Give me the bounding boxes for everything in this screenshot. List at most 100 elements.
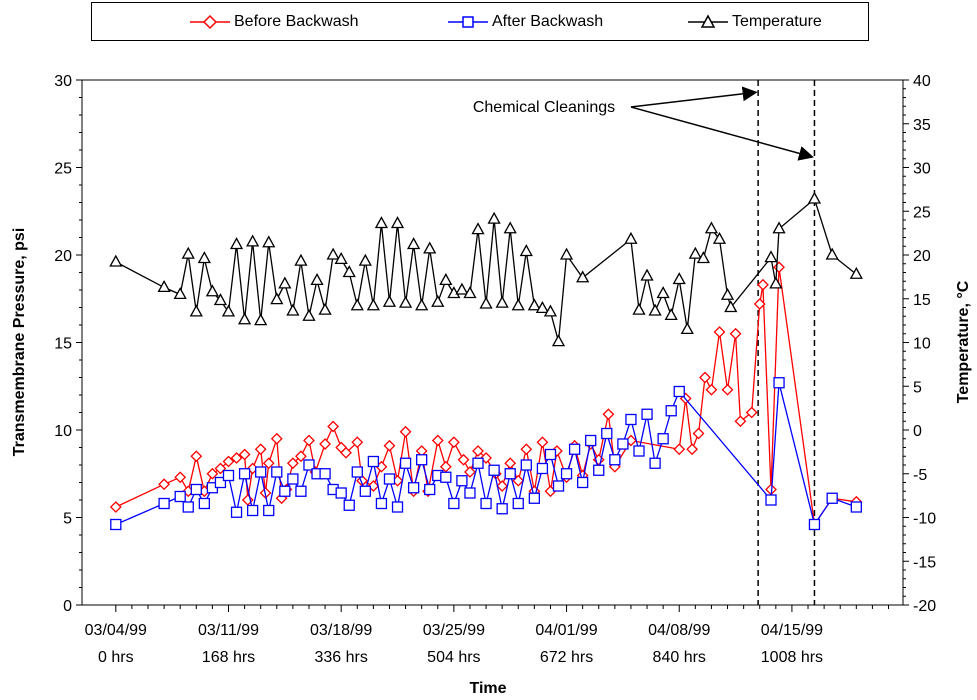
data-point (633, 445, 645, 457)
data-point (214, 476, 227, 489)
data-point (303, 434, 315, 447)
data-point (359, 485, 371, 497)
data-point (222, 455, 235, 468)
data-point (535, 301, 550, 314)
data-point (552, 480, 565, 492)
x-axis-label: Time (469, 680, 506, 697)
data-point (255, 466, 267, 478)
data-point (254, 313, 268, 326)
data-point (158, 478, 171, 491)
data-point (158, 497, 170, 510)
data-point (157, 280, 171, 293)
y2-tick-label: 0 (913, 423, 922, 440)
data-point (230, 506, 243, 518)
x-tick-date-label: 04/08/99 (648, 622, 710, 639)
legend-item-after-backwash: After Backwash (448, 3, 603, 40)
legend-label: After Backwash (492, 12, 604, 30)
data-point (109, 501, 122, 513)
data-point (246, 234, 260, 247)
data-point (680, 322, 694, 335)
data-point (398, 295, 413, 308)
data-point (576, 476, 589, 489)
data-point (374, 216, 389, 229)
data-point (279, 485, 291, 497)
data-point (773, 377, 785, 389)
data-point (399, 457, 412, 469)
y-tick-label: 30 (54, 73, 72, 90)
data-point (254, 443, 267, 456)
series-before-backwash (109, 261, 863, 531)
data-point (262, 235, 276, 248)
data-point (472, 457, 484, 469)
data-point (479, 296, 493, 309)
data-point (769, 276, 783, 289)
data-point (705, 383, 718, 396)
y-tick-label: 15 (54, 336, 72, 353)
data-point (431, 294, 445, 307)
y2-tick-label: 20 (913, 248, 931, 265)
triangle-marker-icon (688, 13, 728, 28)
y-tick-label: 10 (54, 423, 72, 440)
x-tick-date-label: 04/15/99 (761, 622, 823, 639)
data-point (527, 298, 541, 311)
x-tick-date-label: 03/25/99 (423, 622, 485, 639)
data-point (440, 471, 452, 483)
data-point (753, 298, 766, 310)
data-point (457, 453, 470, 466)
data-point (849, 266, 863, 279)
data-point (734, 415, 747, 428)
data-point (808, 518, 821, 531)
data-point (765, 494, 777, 506)
annotation-label: Chemical Cleanings (473, 99, 615, 116)
data-point (632, 302, 646, 315)
y-tick-label: 5 (63, 511, 72, 528)
data-point (407, 237, 421, 250)
data-point (334, 252, 348, 265)
legend-item-temperature: Temperature (688, 3, 822, 40)
data-point (375, 497, 388, 510)
data-point (109, 254, 123, 267)
data-point (221, 304, 236, 317)
data-point (472, 445, 484, 457)
data-point (543, 304, 558, 317)
data-point (464, 466, 476, 478)
data-point (237, 312, 252, 325)
y2-tick-label: -15 (913, 554, 936, 571)
data-point (310, 273, 324, 286)
annotation-arrow (630, 86, 758, 108)
data-point (617, 438, 629, 450)
y-tick-label: 20 (54, 248, 72, 265)
data-point (326, 247, 340, 260)
data-point (327, 420, 340, 433)
data-point (807, 191, 822, 204)
data-point (439, 273, 453, 286)
data-point (351, 436, 364, 449)
y2-tick-label: 30 (913, 161, 931, 178)
data-point (447, 436, 460, 449)
data-point (319, 468, 331, 480)
data-point (602, 408, 615, 421)
data-point (576, 270, 590, 283)
data-point (511, 298, 525, 311)
data-point (544, 448, 557, 461)
data-point (593, 464, 605, 476)
x-tick-date-label: 03/18/99 (310, 622, 372, 639)
data-point (198, 497, 210, 510)
x-tick-date-label: 04/01/99 (535, 622, 597, 639)
data-point (415, 298, 429, 311)
data-point (190, 450, 203, 463)
data-point (295, 450, 307, 463)
data-point (448, 497, 460, 510)
data-point (664, 308, 678, 321)
data-point (302, 308, 316, 321)
data-point (536, 462, 549, 475)
data-point (720, 287, 735, 300)
data-point (729, 327, 742, 340)
data-point (686, 443, 699, 456)
x-tick-date-label: 03/11/99 (198, 622, 259, 639)
data-point (745, 406, 758, 419)
data-point (480, 497, 492, 510)
data-point (471, 222, 485, 235)
plot-frame (81, 79, 904, 606)
data-point (495, 295, 509, 308)
